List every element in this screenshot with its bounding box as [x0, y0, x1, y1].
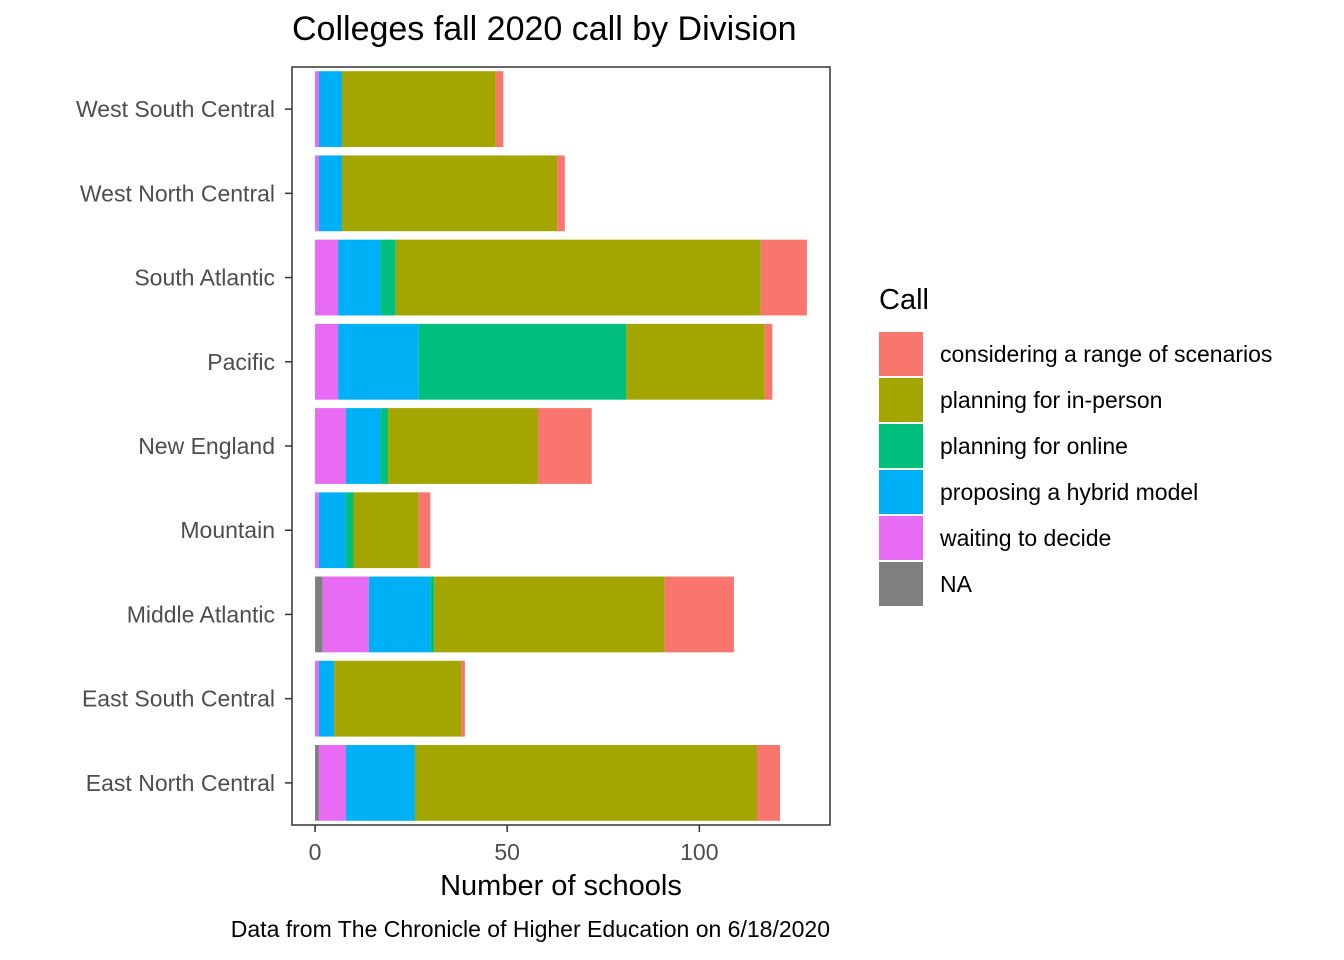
x-axis-label: Number of schools	[440, 870, 682, 902]
bar-segment	[315, 744, 319, 821]
y-tick-label: East South Central	[82, 686, 275, 712]
bar-segment	[334, 660, 462, 737]
y-tick-label: West South Central	[76, 96, 275, 122]
legend-title: Call	[879, 284, 929, 316]
bar-segment	[414, 744, 757, 821]
y-tick-label: New England	[138, 433, 275, 459]
y-tick-label: South Atlantic	[134, 265, 275, 291]
bar-segment	[315, 323, 339, 400]
bar-segment	[315, 408, 346, 484]
bar-segment	[345, 492, 354, 569]
bar-segment	[353, 492, 419, 569]
bar-segment	[388, 408, 538, 484]
bar-segment	[318, 660, 335, 737]
bar-segment	[537, 408, 592, 484]
legend-key	[879, 378, 923, 422]
bar-segment	[338, 323, 419, 400]
bar-segment	[418, 492, 431, 569]
bar-segment	[430, 576, 435, 653]
bar-segment	[345, 744, 415, 821]
chart-title: Colleges fall 2020 call by Division	[292, 10, 797, 48]
legend-item: planning for online	[879, 423, 1272, 469]
legend-item: considering a range of scenarios	[879, 331, 1272, 377]
legend-key	[879, 562, 923, 606]
x-tick-label: 0	[309, 839, 322, 865]
bar-segment	[461, 660, 465, 737]
bar-segment	[380, 239, 396, 316]
bar-segment	[338, 239, 381, 316]
bar-segment	[626, 323, 765, 400]
x-tick-label: 100	[680, 839, 718, 865]
bar-segment	[315, 239, 339, 316]
y-tick-label: West North Central	[80, 180, 275, 206]
legend-item: planning for in-person	[879, 377, 1272, 423]
bar-segment	[315, 155, 319, 232]
legend-label: waiting to decide	[940, 524, 1112, 551]
bar-segment	[318, 492, 346, 569]
bar-segment	[495, 71, 504, 148]
bar-segment	[418, 323, 627, 400]
bar-segment	[760, 239, 807, 316]
bar-segment	[434, 576, 665, 653]
legend-key	[879, 516, 923, 560]
legend-key	[879, 470, 923, 514]
y-tick-label: East North Central	[86, 770, 275, 796]
legend-key	[879, 424, 923, 468]
bar-segment	[315, 492, 319, 569]
legend-item: proposing a hybrid model	[879, 469, 1272, 515]
legend-label: planning for in-person	[940, 386, 1163, 413]
bar-segment	[380, 408, 389, 484]
bar-segment	[368, 576, 431, 653]
legend-item: waiting to decide	[879, 515, 1272, 561]
bar-segment	[764, 323, 773, 400]
bar-segment	[318, 155, 342, 232]
chart-caption: Data from The Chronicle of Higher Educat…	[230, 916, 830, 942]
x-tick-label: 50	[494, 839, 520, 865]
legend-key	[879, 332, 923, 376]
bar-segment	[664, 576, 734, 653]
bar-segment	[341, 71, 496, 148]
legend-item: NA	[879, 561, 1272, 607]
bar-segment	[315, 660, 319, 737]
bar-segment	[756, 744, 781, 821]
bar-segment	[395, 239, 761, 316]
legend-label: NA	[940, 570, 972, 597]
y-tick-label: Mountain	[180, 517, 275, 543]
bar-segment	[318, 71, 342, 148]
legend: Call considering a range of scenarios pla…	[879, 284, 1272, 607]
y-tick-label: Middle Atlantic	[127, 601, 275, 627]
bar-segment	[557, 155, 565, 232]
y-tick-label: Pacific	[207, 349, 275, 375]
legend-label: planning for online	[940, 432, 1128, 459]
bar-segment	[345, 408, 381, 484]
legend-label: proposing a hybrid model	[940, 478, 1199, 505]
bar-segment	[341, 155, 558, 232]
bar-segment	[315, 71, 319, 148]
bar-segment	[318, 744, 346, 821]
legend-label: considering a range of scenarios	[940, 340, 1273, 367]
plot-border	[291, 66, 831, 826]
bar-segment	[322, 576, 369, 653]
bar-segment	[315, 576, 323, 653]
